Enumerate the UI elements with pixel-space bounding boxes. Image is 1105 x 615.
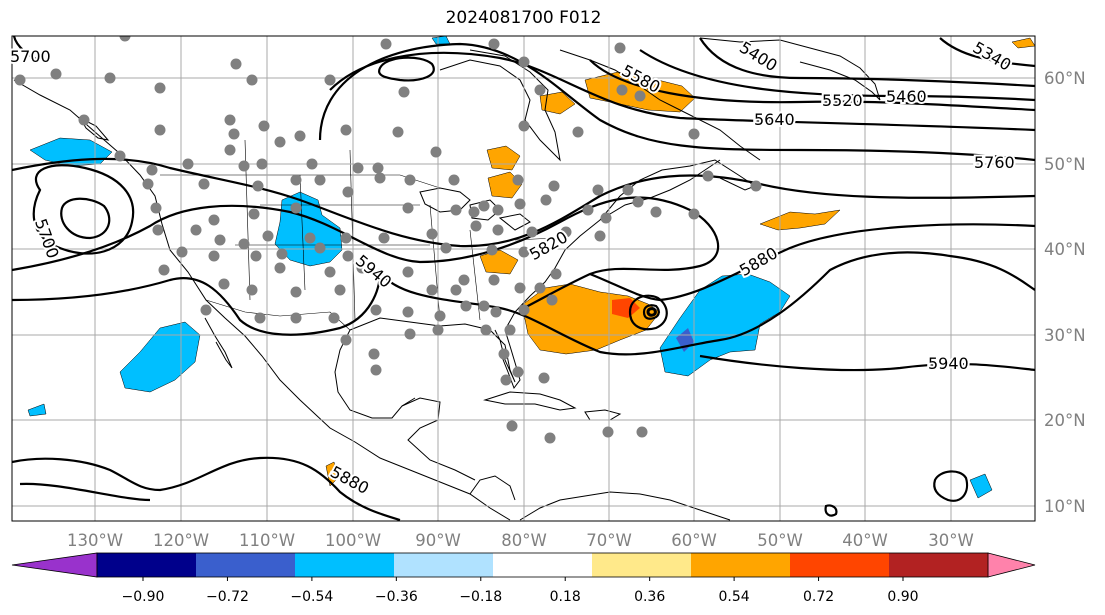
colorbar-segment bbox=[691, 553, 791, 577]
orange-field-greenland-tip bbox=[1011, 37, 1035, 49]
colorbar-tick-label: 0.90 bbox=[887, 589, 918, 605]
blue-field-small-west bbox=[27, 403, 47, 417]
colorbar-tick-label: −0.18 bbox=[459, 589, 502, 605]
lon-label: 30°W bbox=[928, 531, 974, 550]
contour-5760 bbox=[318, 42, 1035, 162]
lat-label: 20°N bbox=[1044, 411, 1086, 430]
contour-label: 5700 bbox=[10, 47, 51, 66]
contour-ridge-5880 bbox=[12, 196, 720, 311]
colorbar-segment bbox=[295, 553, 395, 577]
contour-5940-south bbox=[699, 354, 1035, 372]
lon-label: 110°W bbox=[239, 531, 295, 550]
lon-label: 90°W bbox=[415, 531, 461, 550]
contour-5820 bbox=[12, 157, 1035, 248]
contour-5640 bbox=[329, 51, 1035, 132]
lon-label: 100°W bbox=[325, 531, 381, 550]
colorbar-segment bbox=[592, 553, 692, 577]
height-contours bbox=[12, 36, 1035, 521]
colorbar-segment bbox=[790, 553, 890, 577]
lon-label: 80°W bbox=[501, 531, 547, 550]
colorbar-frame bbox=[96, 552, 989, 578]
mexico-gulf-coast bbox=[334, 329, 416, 419]
vancouver-island bbox=[78, 116, 110, 141]
colorbar-tick-label: −0.54 bbox=[290, 589, 333, 605]
blue-field-small-south bbox=[969, 473, 993, 499]
colorbar-tick-label: −0.36 bbox=[375, 589, 418, 605]
north-america-west-coast bbox=[13, 79, 511, 521]
lon-label: 40°W bbox=[842, 531, 888, 550]
cuba bbox=[483, 391, 577, 411]
contour-low-west-inner bbox=[60, 197, 111, 240]
map-title: 2024081700 F012 bbox=[445, 8, 602, 28]
map-frame bbox=[11, 35, 1036, 522]
lat-label: 10°N bbox=[1044, 497, 1086, 516]
lat-label: 40°N bbox=[1044, 240, 1086, 259]
contour-small-east-2 bbox=[824, 504, 838, 517]
colorbar-segment bbox=[889, 553, 989, 577]
contour-sw-pacific bbox=[12, 456, 401, 521]
longitude-labels: 130°W 120°W 110°W 100°W 90°W 80°W 70°W 6… bbox=[67, 531, 974, 550]
florida bbox=[499, 329, 521, 390]
hispaniola bbox=[584, 409, 622, 421]
contour-small-east bbox=[933, 470, 969, 502]
contour-label: 5520 bbox=[822, 91, 863, 110]
coastlines bbox=[13, 37, 881, 521]
contour-closed-hudson bbox=[378, 56, 435, 82]
contour-label: 5460 bbox=[886, 87, 927, 106]
colorbar: −0.90 −0.72 −0.54 −0.36 −0.18 0.18 0.36 0.54 0.7… bbox=[11, 552, 1036, 605]
contour-hurricane-inner bbox=[642, 304, 660, 320]
baja bbox=[204, 317, 233, 369]
lon-label: 120°W bbox=[153, 531, 209, 550]
station-markers bbox=[14, 36, 762, 444]
colorbar-tick-label: 0.54 bbox=[719, 589, 750, 605]
lon-label: 60°W bbox=[671, 531, 717, 550]
lon-label: 50°W bbox=[757, 531, 803, 550]
colorbar-tick-label: 0.18 bbox=[550, 589, 581, 605]
contour-hurricane-outer bbox=[628, 294, 668, 331]
central-america bbox=[469, 475, 516, 501]
contour-5400 bbox=[699, 37, 1035, 88]
yucatan bbox=[401, 397, 476, 481]
contour-label: 5760 bbox=[974, 153, 1015, 172]
colorbar-over-arrow bbox=[987, 552, 1036, 578]
lat-label: 30°N bbox=[1044, 326, 1086, 345]
colorbar-segment bbox=[394, 553, 494, 577]
lat-label: 60°N bbox=[1044, 69, 1086, 88]
lon-label: 70°W bbox=[586, 531, 632, 550]
south-america-north bbox=[519, 491, 731, 521]
contour-low-west-5700 bbox=[32, 164, 135, 255]
contour-5520 bbox=[589, 59, 1035, 112]
colorbar-segment bbox=[493, 553, 593, 577]
lon-label: 130°W bbox=[67, 531, 123, 550]
blue-field-mexico-pacific bbox=[119, 321, 201, 393]
east-coast bbox=[504, 159, 721, 331]
colorbar-tick-label: 0.36 bbox=[634, 589, 665, 605]
colorbar-tick-label: 0.72 bbox=[803, 589, 834, 605]
contour-5880-pacific bbox=[19, 482, 151, 502]
colorbar-tick-label: −0.90 bbox=[122, 589, 165, 605]
latitude-labels: 60°N 50°N 40°N 30°N 20°N 10°N bbox=[1044, 69, 1086, 516]
colorbar-under-arrow bbox=[11, 552, 98, 578]
colorbar-tick-label: −0.72 bbox=[206, 589, 249, 605]
contour-5880-atlantic bbox=[589, 223, 1035, 302]
hudson-bay bbox=[439, 49, 561, 162]
contour-5700-west bbox=[12, 36, 41, 62]
colorbar-segment bbox=[196, 553, 296, 577]
contour-5460 bbox=[639, 49, 1035, 102]
contour-label: 5640 bbox=[754, 110, 795, 129]
labrador-coast bbox=[559, 49, 761, 161]
lat-label: 50°N bbox=[1044, 155, 1086, 174]
contour-5940 bbox=[12, 251, 1035, 356]
contour-label: 5940 bbox=[928, 354, 969, 373]
contour-5340 bbox=[939, 37, 1035, 68]
contour-hurricane-core bbox=[646, 307, 657, 317]
colorbar-segment bbox=[97, 553, 197, 577]
orange-field-hudson bbox=[539, 91, 576, 115]
